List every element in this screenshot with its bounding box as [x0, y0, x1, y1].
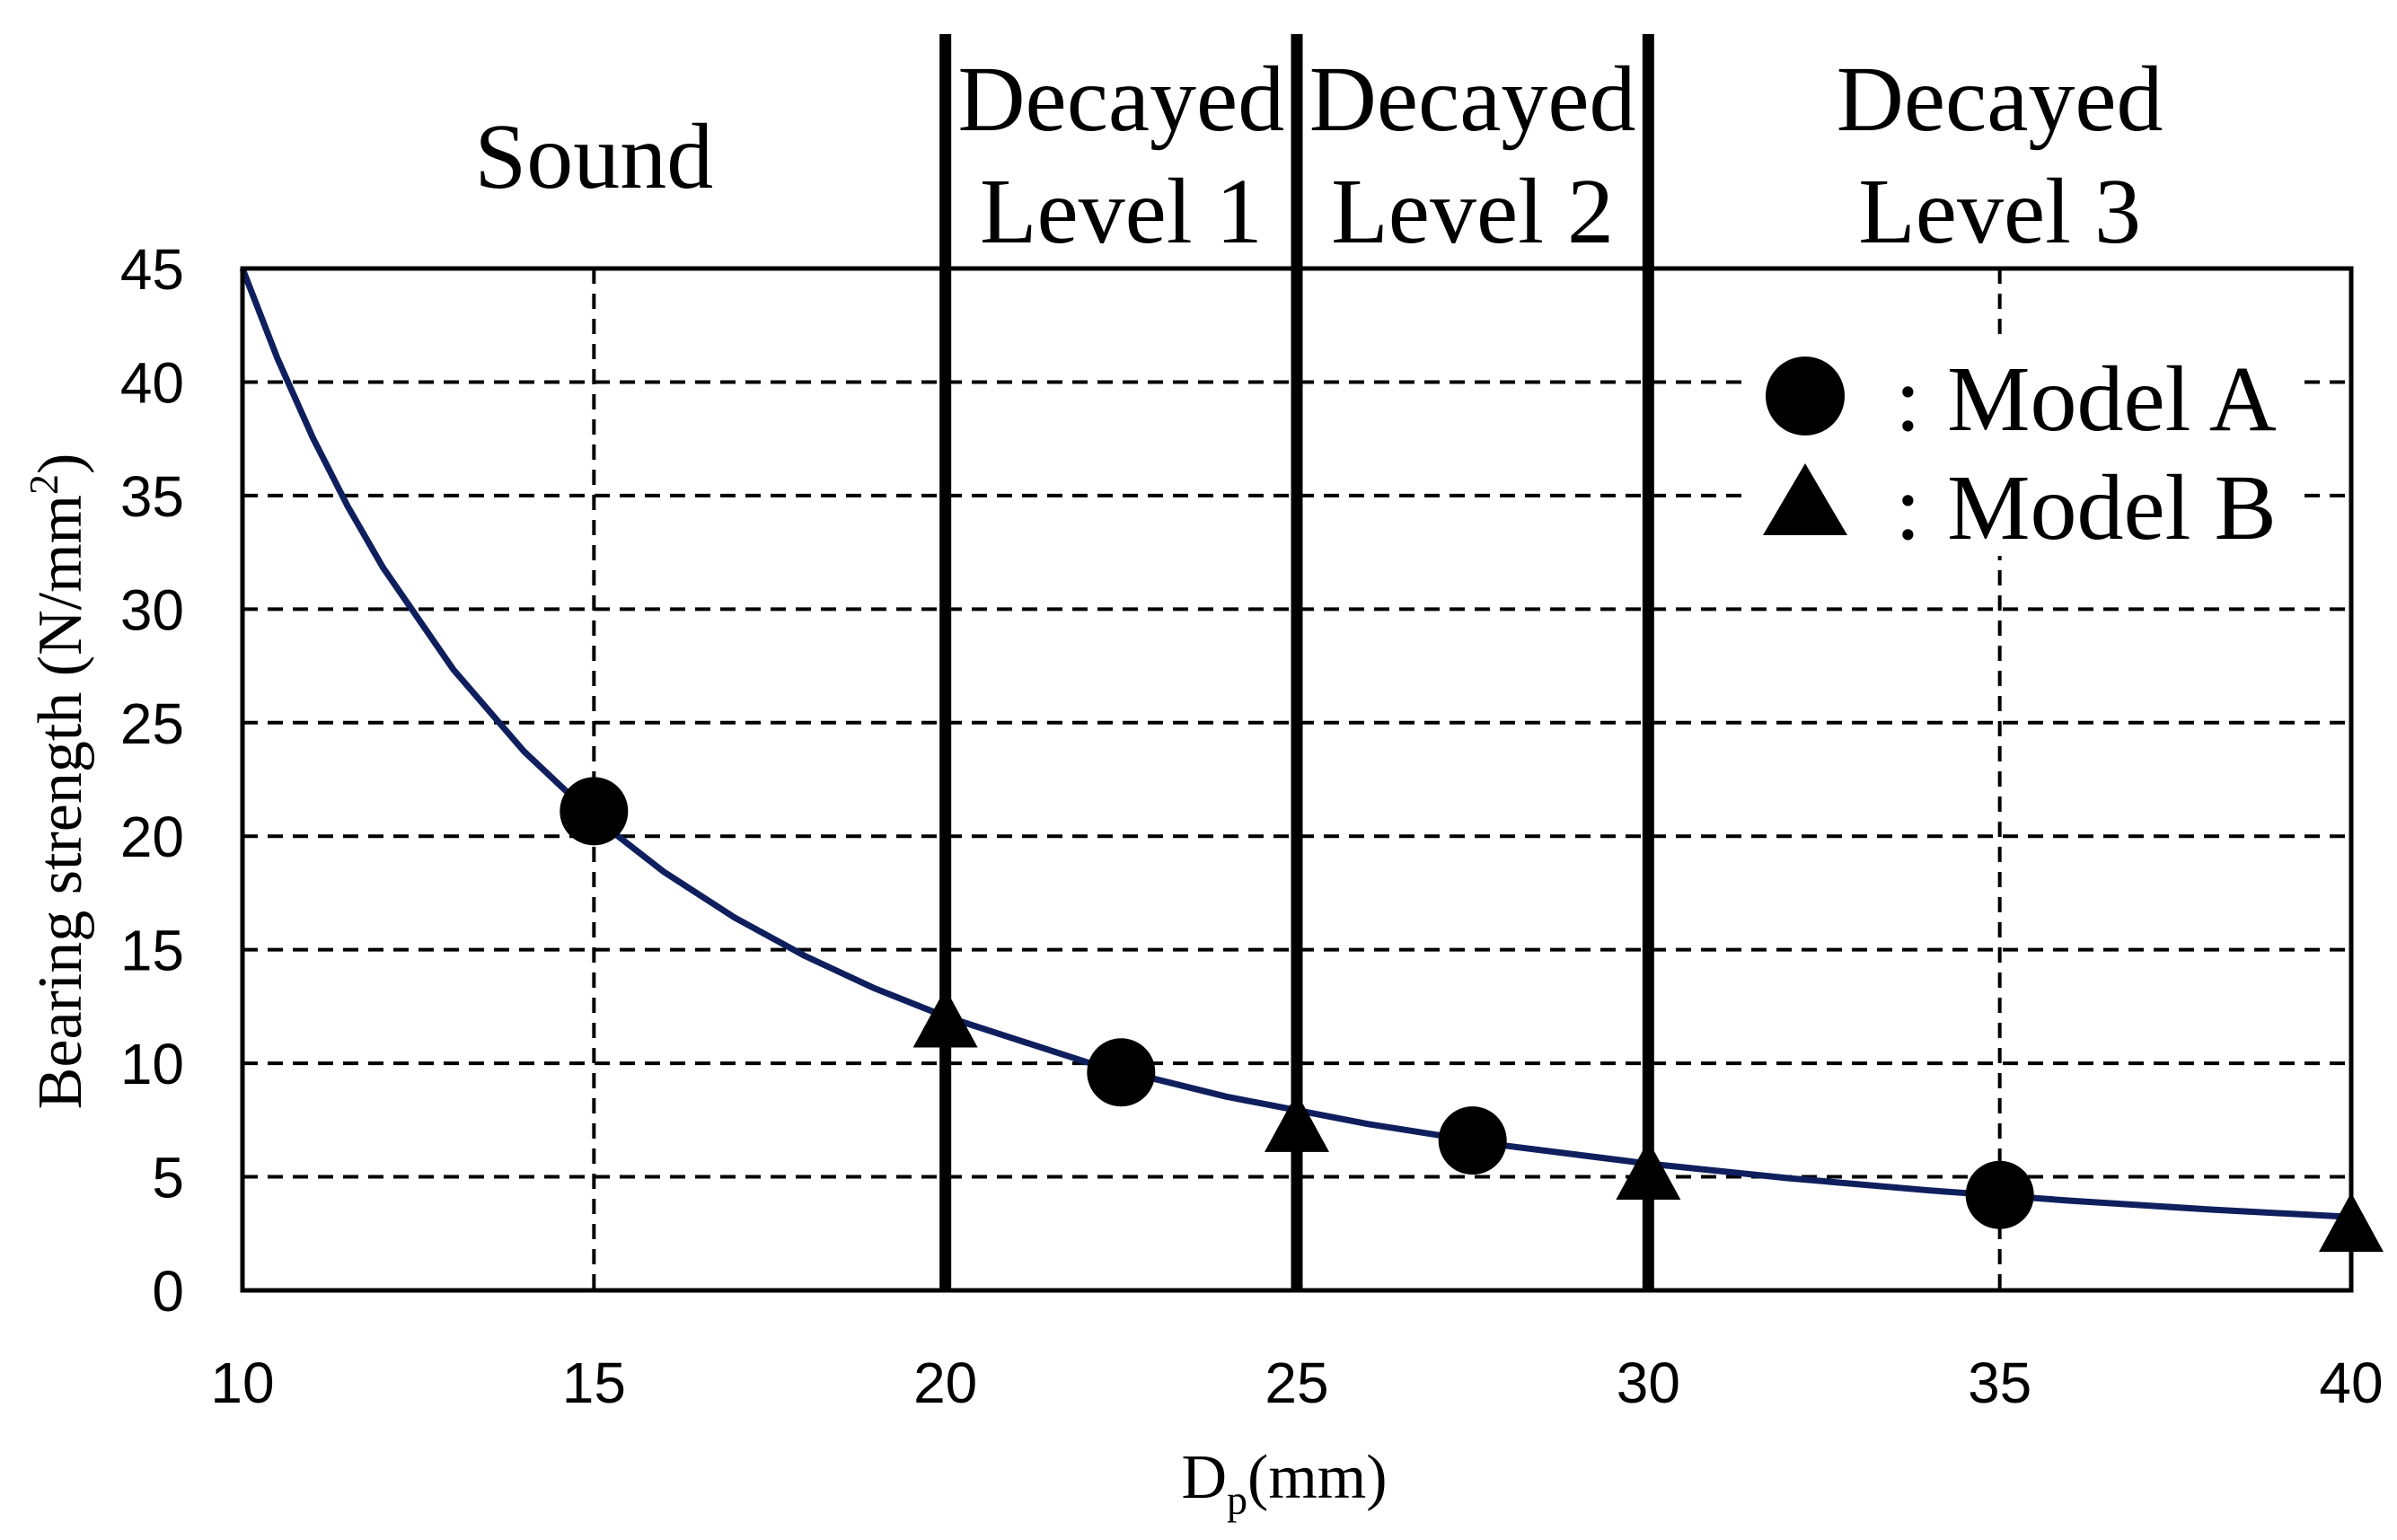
region-label: Decayed [957, 48, 1284, 151]
y-tick-label: 15 [120, 919, 184, 983]
x-tick-label: 40 [2319, 1351, 2383, 1415]
model-b-marker [1265, 1092, 1329, 1152]
legend-separator: : [1895, 348, 1921, 451]
curve-line [239, 267, 2352, 1220]
legend-separator: : [1895, 456, 1921, 559]
region-label: Sound [474, 105, 713, 208]
legend: : Model A: Model B [1751, 341, 2297, 559]
y-tick-label: 25 [120, 691, 184, 756]
region-label: Level 1 [980, 160, 1263, 263]
y-tick-label: 40 [120, 350, 184, 415]
model-b-marker [1616, 1140, 1681, 1200]
region-label: Decayed [1309, 48, 1636, 151]
axis-titles: Dp(mm) Bearing strength (N/mm2) [21, 453, 1388, 1523]
model-a-marker [560, 777, 629, 846]
x-tick-label: 35 [1968, 1351, 2031, 1415]
y-axis-title-superscript: 2 [21, 474, 66, 495]
x-axis-title-base: D [1181, 1443, 1227, 1512]
decay-boundaries [939, 34, 1654, 1290]
legend-marker-circle [1766, 356, 1845, 436]
legend-label: Model A [1947, 348, 2277, 451]
model-a-marker [1965, 1160, 2034, 1229]
model-a-marker [1438, 1106, 1507, 1175]
data-markers [560, 777, 2384, 1253]
fitted-curve [239, 267, 2352, 1220]
region-label: Decayed [1837, 48, 2163, 151]
x-axis-title-subscript: p [1227, 1477, 1247, 1523]
legend-marker-triangle [1763, 463, 1847, 535]
region-label: Level 2 [1331, 160, 1614, 263]
x-tick-label: 30 [1617, 1351, 1680, 1415]
legend-label: Model B [1947, 456, 2277, 559]
y-axis-title-base: Bearing strength (N/mm [26, 495, 95, 1109]
y-tick-label: 20 [120, 805, 184, 869]
y-axis-title-close: ) [26, 453, 95, 474]
x-tick-label: 10 [210, 1351, 274, 1415]
x-tick-label: 20 [913, 1351, 977, 1415]
region-label: Level 3 [1858, 160, 2141, 263]
tick-labels: 10 15 20 25 30 35 40 0 5 10 15 20 25 30 35 40 45 [120, 237, 2384, 1415]
model-a-marker [1087, 1038, 1156, 1107]
y-tick-label: 10 [120, 1032, 184, 1096]
y-tick-label: 35 [120, 464, 184, 529]
y-tick-label: 0 [152, 1259, 184, 1324]
x-tick-label: 25 [1265, 1351, 1328, 1415]
x-tick-label: 15 [562, 1351, 626, 1415]
y-tick-label: 45 [120, 237, 184, 302]
x-axis-title-unit: (mm) [1247, 1443, 1388, 1512]
y-tick-label: 5 [152, 1146, 184, 1210]
model-b-marker [912, 988, 978, 1048]
y-tick-label: 30 [120, 577, 184, 642]
x-axis-title: Dp(mm) [1181, 1443, 1387, 1523]
legend-background [1751, 341, 2297, 556]
y-axis-title: Bearing strength (N/mm2) [21, 453, 95, 1110]
model-b-marker [2319, 1192, 2384, 1253]
